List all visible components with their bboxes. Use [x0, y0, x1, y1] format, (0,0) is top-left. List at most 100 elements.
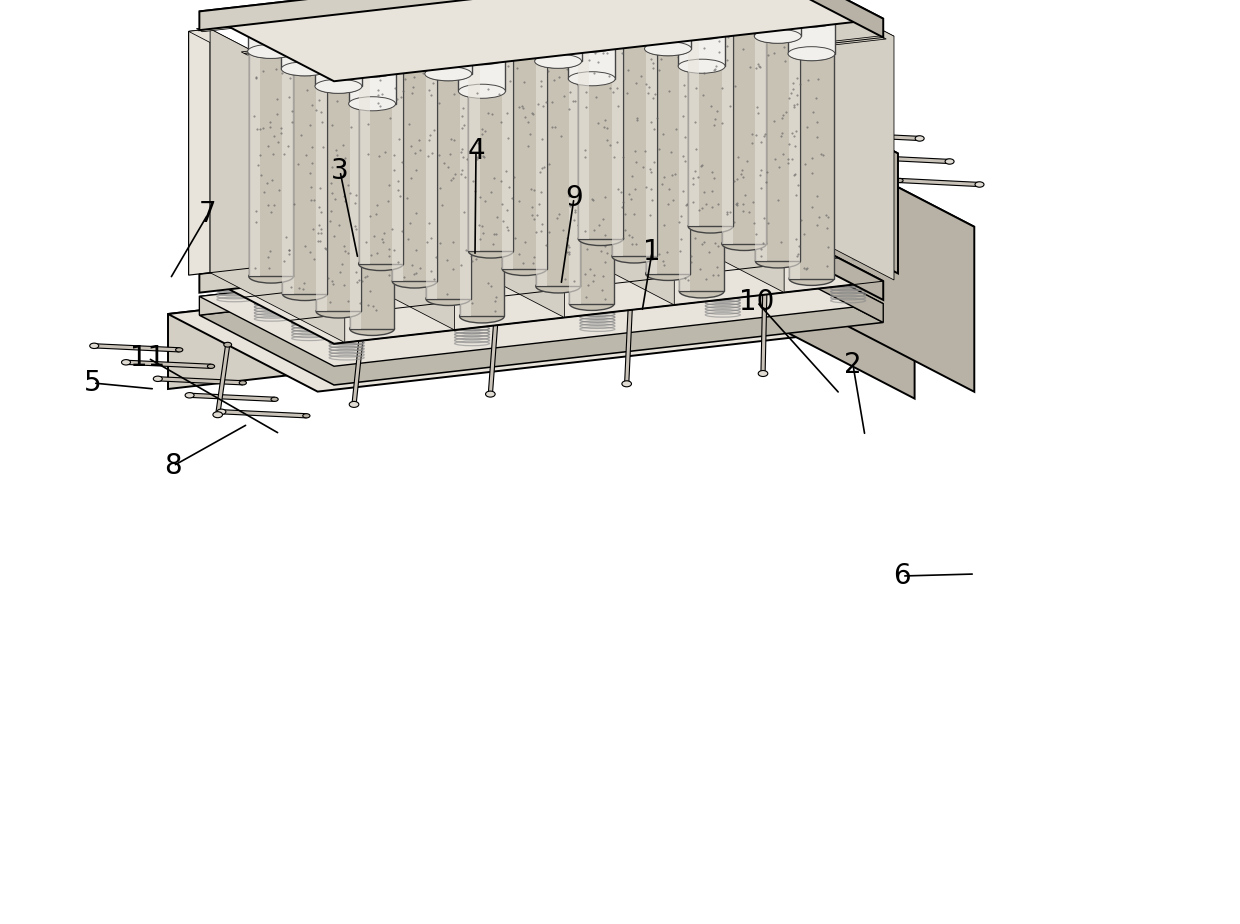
Ellipse shape — [283, 62, 327, 76]
Ellipse shape — [122, 359, 130, 365]
Polygon shape — [350, 103, 394, 329]
Ellipse shape — [315, 79, 362, 93]
Polygon shape — [839, 132, 920, 140]
Text: 4: 4 — [467, 137, 485, 165]
Ellipse shape — [501, 37, 548, 51]
Polygon shape — [568, 45, 615, 79]
Ellipse shape — [975, 182, 985, 188]
Ellipse shape — [486, 391, 495, 397]
Ellipse shape — [176, 347, 182, 352]
Polygon shape — [167, 246, 765, 389]
Polygon shape — [200, 0, 883, 81]
Polygon shape — [688, 1, 699, 226]
Polygon shape — [210, 29, 345, 343]
Polygon shape — [765, 246, 915, 398]
Ellipse shape — [789, 47, 835, 61]
Polygon shape — [352, 329, 365, 405]
Ellipse shape — [789, 13, 835, 27]
Ellipse shape — [348, 97, 396, 111]
Ellipse shape — [357, 0, 404, 12]
Ellipse shape — [248, 10, 295, 25]
Ellipse shape — [467, 19, 515, 33]
Ellipse shape — [391, 49, 438, 64]
Polygon shape — [763, 120, 898, 162]
Text: 8: 8 — [164, 452, 182, 480]
Ellipse shape — [678, 26, 725, 40]
Ellipse shape — [350, 322, 394, 335]
Polygon shape — [469, 27, 513, 251]
Ellipse shape — [578, 7, 622, 20]
Polygon shape — [749, 212, 883, 300]
Polygon shape — [200, 0, 749, 30]
Ellipse shape — [154, 376, 162, 382]
Ellipse shape — [316, 305, 361, 318]
Ellipse shape — [358, 32, 403, 45]
Polygon shape — [569, 79, 580, 304]
Ellipse shape — [680, 285, 724, 298]
Polygon shape — [761, 284, 768, 373]
Polygon shape — [94, 344, 180, 352]
Polygon shape — [283, 69, 327, 294]
Text: 1: 1 — [644, 238, 661, 266]
Ellipse shape — [755, 254, 800, 268]
Ellipse shape — [568, 38, 615, 52]
Polygon shape — [425, 40, 471, 74]
Polygon shape — [749, 0, 883, 38]
Polygon shape — [502, 43, 513, 269]
Polygon shape — [200, 234, 883, 366]
Ellipse shape — [459, 84, 506, 98]
Ellipse shape — [303, 414, 310, 418]
Polygon shape — [157, 377, 243, 385]
Ellipse shape — [622, 381, 631, 387]
Polygon shape — [869, 155, 950, 164]
Ellipse shape — [425, 33, 471, 47]
Polygon shape — [331, 36, 887, 102]
Polygon shape — [348, 70, 396, 103]
Ellipse shape — [459, 51, 506, 65]
Ellipse shape — [680, 59, 724, 73]
Ellipse shape — [536, 280, 580, 293]
Ellipse shape — [223, 342, 232, 347]
Polygon shape — [357, 6, 404, 39]
Ellipse shape — [645, 42, 692, 55]
Polygon shape — [646, 49, 691, 274]
Ellipse shape — [611, 24, 657, 38]
Polygon shape — [200, 234, 749, 315]
Polygon shape — [315, 53, 362, 86]
Ellipse shape — [611, 0, 657, 5]
Ellipse shape — [502, 262, 547, 275]
Ellipse shape — [755, 30, 800, 43]
Polygon shape — [789, 54, 833, 279]
Polygon shape — [126, 360, 211, 369]
Polygon shape — [222, 409, 306, 418]
Polygon shape — [392, 56, 403, 281]
Polygon shape — [789, 54, 800, 279]
Polygon shape — [299, 17, 455, 89]
Ellipse shape — [348, 63, 396, 77]
Ellipse shape — [722, 12, 766, 26]
Ellipse shape — [281, 28, 329, 43]
Text: 5: 5 — [84, 369, 102, 397]
Ellipse shape — [502, 37, 547, 51]
Ellipse shape — [501, 3, 548, 18]
Polygon shape — [650, 0, 784, 293]
Polygon shape — [200, 212, 749, 293]
Polygon shape — [242, 0, 796, 55]
Ellipse shape — [866, 155, 873, 160]
Polygon shape — [469, 27, 480, 251]
Polygon shape — [249, 52, 260, 276]
Ellipse shape — [789, 272, 833, 286]
Polygon shape — [646, 49, 657, 274]
Polygon shape — [625, 298, 632, 383]
Polygon shape — [738, 0, 759, 213]
Polygon shape — [534, 28, 582, 61]
Ellipse shape — [569, 297, 614, 310]
Polygon shape — [578, 14, 589, 238]
Polygon shape — [569, 79, 614, 304]
Ellipse shape — [217, 409, 226, 415]
Polygon shape — [216, 345, 229, 415]
Ellipse shape — [248, 44, 295, 58]
Polygon shape — [316, 86, 361, 311]
Ellipse shape — [272, 397, 278, 401]
Polygon shape — [167, 246, 915, 392]
